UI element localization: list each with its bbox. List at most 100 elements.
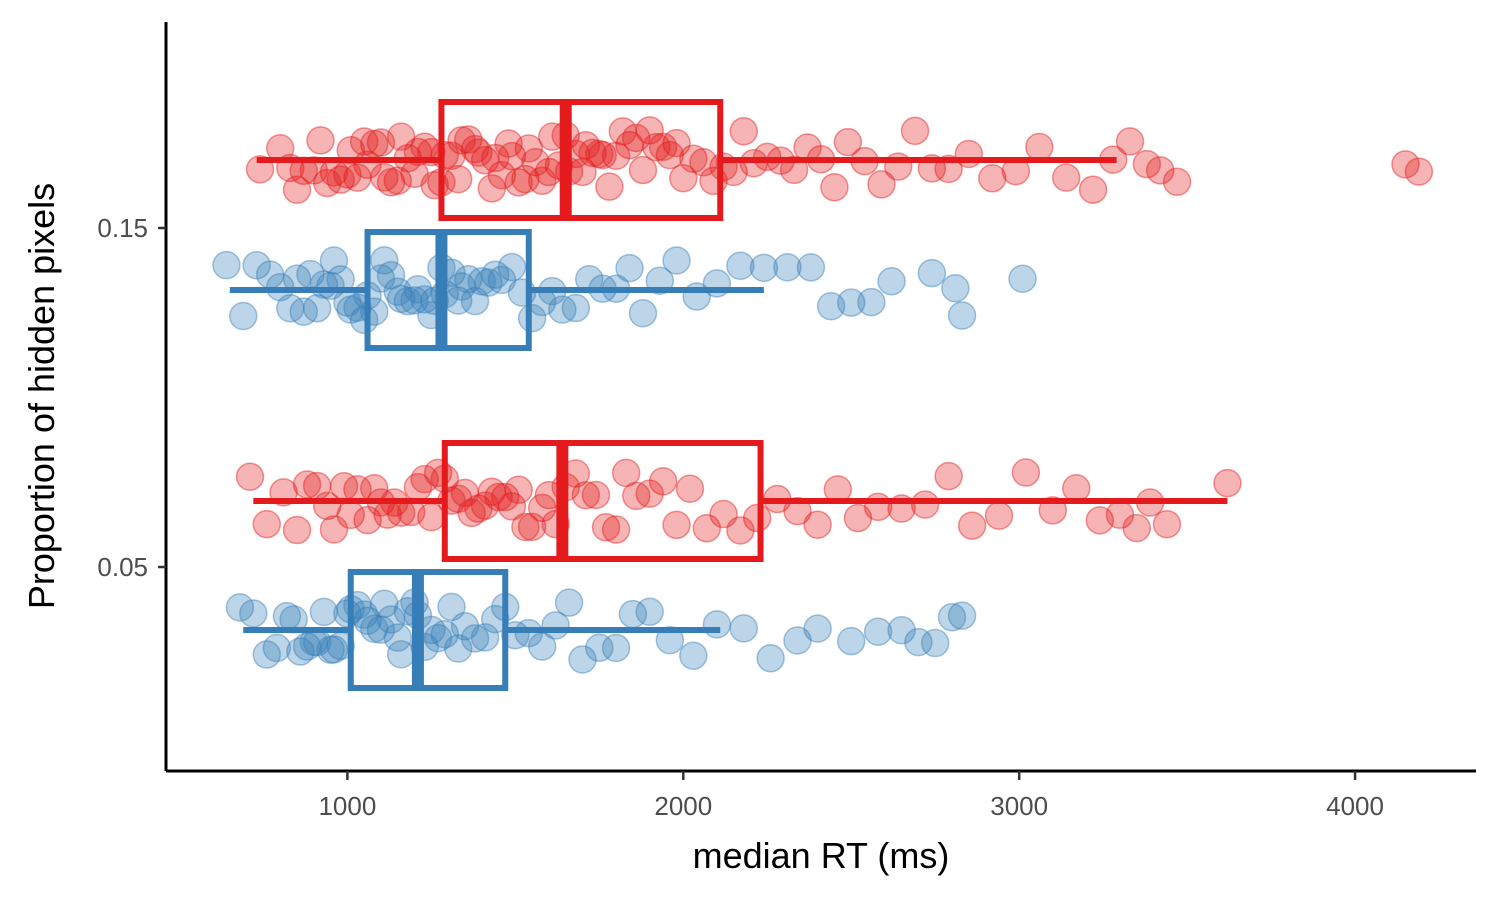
data-point (622, 481, 651, 511)
data-point (581, 480, 611, 510)
data-point (1078, 175, 1108, 204)
data-point (319, 246, 349, 275)
data-point (306, 126, 335, 155)
data-point (353, 505, 382, 535)
data-point (588, 140, 617, 170)
data-point (628, 155, 658, 185)
data-point (517, 512, 547, 542)
data-point (360, 614, 389, 643)
data-point (877, 267, 906, 296)
y-axis-title: Proportion of hidden pixels (21, 183, 62, 609)
data-point (726, 251, 755, 281)
data-point (514, 134, 544, 163)
data-point (783, 626, 812, 655)
data-point (497, 252, 527, 282)
data-point (984, 501, 1014, 530)
data-point (400, 286, 429, 315)
data-point (726, 516, 755, 545)
data-point (299, 156, 329, 185)
data-point (480, 143, 510, 173)
data-point (252, 640, 282, 669)
data-point (628, 298, 658, 328)
data-point (527, 632, 557, 661)
data-point (1115, 127, 1145, 156)
data-point (669, 163, 698, 193)
data-point (1122, 513, 1151, 543)
y-tick-label: 0.05 (97, 552, 148, 582)
data-point (729, 614, 758, 643)
data-point (326, 165, 355, 194)
data-point (554, 588, 584, 617)
data-point (487, 265, 517, 295)
data-point (403, 275, 433, 304)
data-point (679, 144, 708, 174)
data-point (511, 512, 540, 542)
data-point (836, 626, 866, 656)
data-point (622, 123, 651, 153)
data-point (460, 134, 490, 164)
data-point (454, 125, 483, 154)
data-point (467, 267, 496, 296)
data-point (511, 164, 540, 194)
box-iqr (441, 440, 764, 562)
data-point (595, 172, 624, 201)
data-point (262, 633, 292, 663)
data-point (642, 132, 671, 162)
data-point (386, 284, 416, 314)
data-point (276, 294, 305, 323)
data-point (675, 474, 705, 503)
data-point (753, 142, 782, 172)
data-point (521, 147, 550, 177)
data-point (309, 597, 339, 627)
data-point (289, 297, 318, 326)
data-point (349, 305, 379, 335)
data-point (484, 482, 513, 512)
data-point (437, 592, 466, 622)
data-point (571, 480, 601, 510)
data-point (709, 499, 738, 529)
data-point (1132, 149, 1162, 179)
data-point (1162, 167, 1192, 196)
y-tick-label: 0.15 (97, 213, 148, 243)
data-point (648, 467, 678, 496)
data-point (843, 503, 873, 533)
data-point (601, 515, 631, 544)
data-point (571, 130, 601, 160)
data-point (447, 126, 476, 155)
data-point (370, 589, 399, 619)
data-point (480, 260, 510, 289)
data-point (1146, 156, 1175, 185)
data-point (662, 246, 691, 275)
box-2 (253, 440, 1228, 562)
data-point (689, 148, 718, 177)
data-point (370, 246, 399, 275)
data-point (464, 494, 493, 523)
data-point (336, 295, 365, 324)
data-point (366, 615, 396, 644)
x-axis-ticks: 1000 2000 3000 4000 (318, 771, 1384, 821)
x-axis-title: median RT (ms) (693, 835, 950, 876)
data-point (978, 164, 1007, 193)
data-point (517, 303, 547, 333)
data-point (349, 127, 379, 156)
data-point (954, 139, 984, 169)
box-iqr (438, 99, 724, 221)
data-point (282, 175, 312, 205)
data-point (1404, 157, 1434, 186)
data-point (286, 637, 315, 666)
data-point (655, 625, 685, 655)
data-point (383, 166, 413, 195)
data-point (494, 129, 523, 158)
data-point (578, 138, 607, 168)
data-point (863, 617, 893, 646)
data-point (229, 301, 258, 331)
x-tick-label: 1000 (318, 791, 376, 821)
data-point (816, 291, 846, 321)
data-point (662, 510, 691, 540)
data-point (947, 301, 977, 330)
data-point (611, 458, 641, 488)
data-point (450, 478, 480, 508)
data-point (527, 493, 557, 523)
data-point (836, 288, 866, 317)
